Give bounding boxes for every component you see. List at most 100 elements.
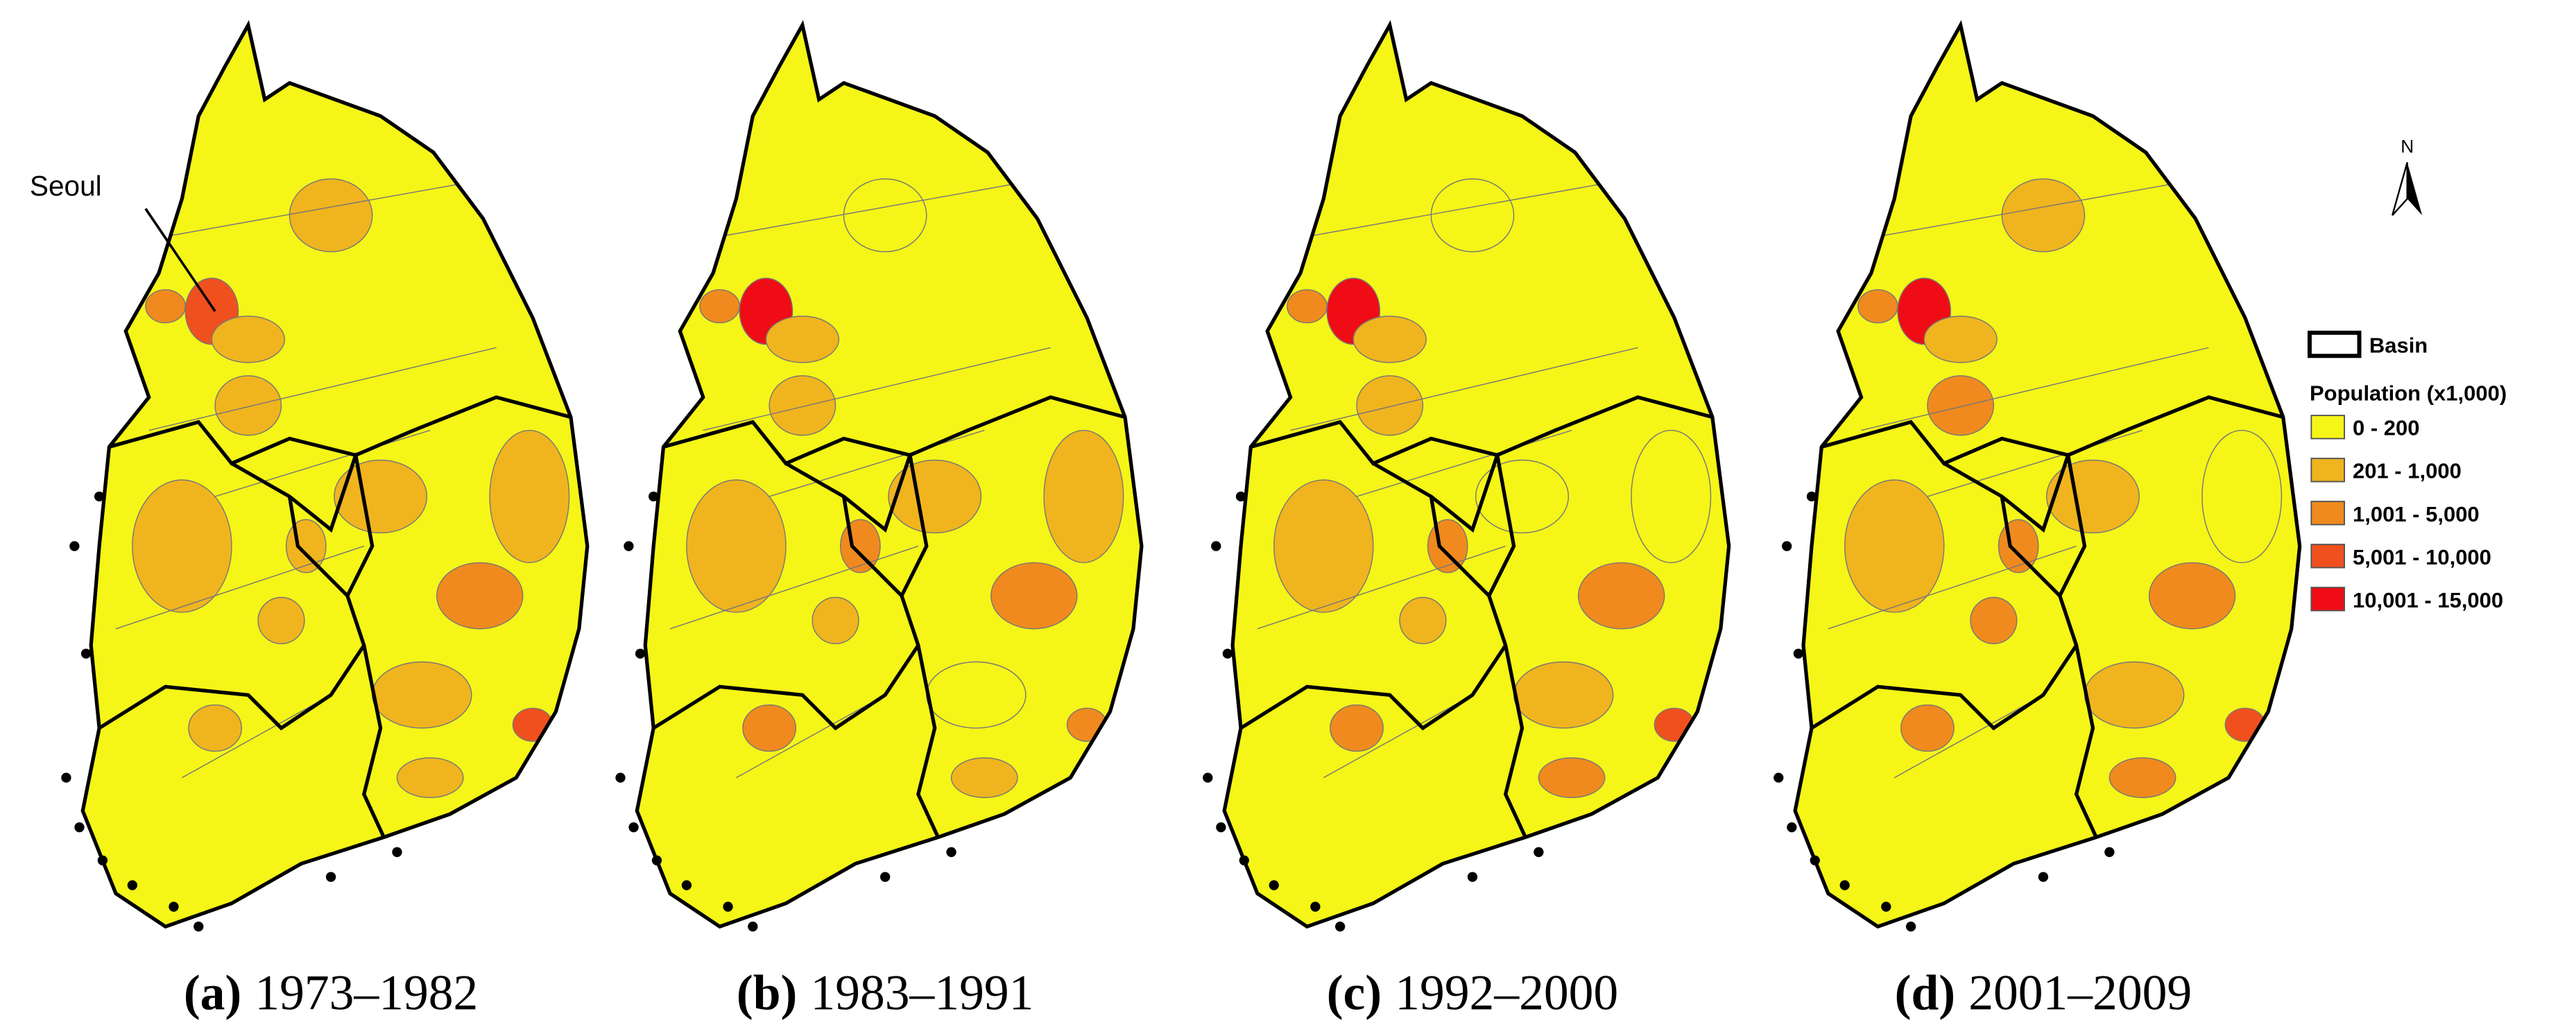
island <box>94 491 105 502</box>
district-border <box>1257 545 1506 630</box>
region <box>214 375 282 436</box>
island <box>169 901 179 912</box>
north-label: N <box>2401 136 2414 157</box>
legend-label: 1,001 - 5,000 <box>2353 502 2480 526</box>
island <box>880 872 891 882</box>
island <box>127 880 137 890</box>
island <box>1534 847 1544 857</box>
map-panel: (c) 1992–2000 <box>1203 19 1731 1020</box>
island <box>61 772 71 783</box>
caption-period: 1973–1982 <box>255 965 478 1020</box>
region <box>843 178 927 252</box>
caption: (c) 1992–2000 <box>1327 965 1618 1020</box>
legend-swatch <box>2310 458 2346 483</box>
district-border <box>115 545 365 630</box>
region <box>1900 704 1955 752</box>
legend: Basin Population (x1,000) 0 - 200 201 - 1… <box>2307 330 2507 612</box>
district-border <box>1861 347 2209 431</box>
island <box>2104 847 2115 857</box>
island <box>1211 541 1221 551</box>
region <box>2201 429 2283 564</box>
district-border <box>148 347 497 431</box>
caption-letter: (c) <box>1327 965 1382 1020</box>
island <box>2038 872 2049 882</box>
island <box>1334 922 1346 932</box>
region <box>334 459 428 534</box>
island <box>1787 822 1797 833</box>
region <box>742 704 797 752</box>
island <box>1905 922 1916 932</box>
region <box>2148 562 2236 630</box>
region <box>1923 316 1998 363</box>
caption: (d) 2001–2009 <box>1895 965 2192 1020</box>
region <box>2109 757 2176 798</box>
legend-label: 201 - 1,000 <box>2353 459 2462 483</box>
regions <box>1811 165 2283 798</box>
region <box>1330 704 1384 752</box>
coast <box>1222 19 1731 929</box>
legend-swatch <box>2310 501 2346 526</box>
district-border <box>214 429 431 497</box>
island <box>624 541 634 551</box>
caption: (a) 1973–1982 <box>184 965 478 1020</box>
region <box>436 562 524 630</box>
region <box>1430 178 1515 252</box>
caption-period: 2001–2009 <box>1968 965 2192 1020</box>
region <box>1287 289 1328 324</box>
caption-letter: (b) <box>737 965 797 1020</box>
region <box>1577 562 1665 630</box>
region <box>1353 316 1427 363</box>
basin-border <box>1239 395 1713 838</box>
region <box>840 519 881 573</box>
legend-label: 10,001 - 15,000 <box>2353 588 2503 612</box>
island <box>1216 822 1226 833</box>
coast <box>80 19 590 929</box>
island <box>1774 772 1784 783</box>
region <box>686 479 787 613</box>
district-border <box>1356 429 1572 497</box>
island <box>723 901 733 912</box>
island <box>635 648 646 659</box>
caption-letter: (a) <box>184 965 241 1020</box>
region <box>188 704 242 752</box>
region <box>1427 519 1468 573</box>
region <box>768 375 836 436</box>
region <box>211 316 285 363</box>
map-panel: (a) 1973–1982 <box>61 19 590 1020</box>
region <box>1970 596 2018 645</box>
basin-label: Basin <box>2369 333 2428 357</box>
seoul-pointer <box>144 207 216 312</box>
caption-letter: (d) <box>1895 965 1955 1020</box>
district-border <box>669 545 919 630</box>
region <box>1927 375 1995 436</box>
legend-swatch <box>2310 587 2346 612</box>
island <box>1222 648 1233 659</box>
island <box>392 847 402 857</box>
legend-label: 5,001 - 10,000 <box>2353 545 2491 569</box>
district-border <box>703 347 1051 431</box>
seoul-label: Seoul <box>30 170 102 202</box>
region <box>371 661 472 729</box>
island <box>1269 880 1279 890</box>
island <box>628 822 639 833</box>
caption: (b) 1983–1991 <box>737 965 1034 1020</box>
region <box>1844 479 1945 613</box>
region <box>145 289 186 324</box>
basin-border <box>652 395 1126 838</box>
map-panel: (d) 2001–2009 <box>1774 19 2302 1020</box>
region <box>489 429 570 564</box>
island <box>946 847 956 857</box>
regions <box>98 165 570 798</box>
basin-border <box>1810 395 2284 838</box>
north-arrow-left <box>2392 162 2408 216</box>
region <box>699 289 740 324</box>
island <box>1239 855 1249 865</box>
island <box>748 922 758 932</box>
island <box>681 880 692 890</box>
region <box>990 562 1078 630</box>
island <box>1810 855 1820 865</box>
north-arrow-right <box>2407 162 2423 216</box>
island <box>69 541 80 551</box>
region <box>285 519 327 573</box>
